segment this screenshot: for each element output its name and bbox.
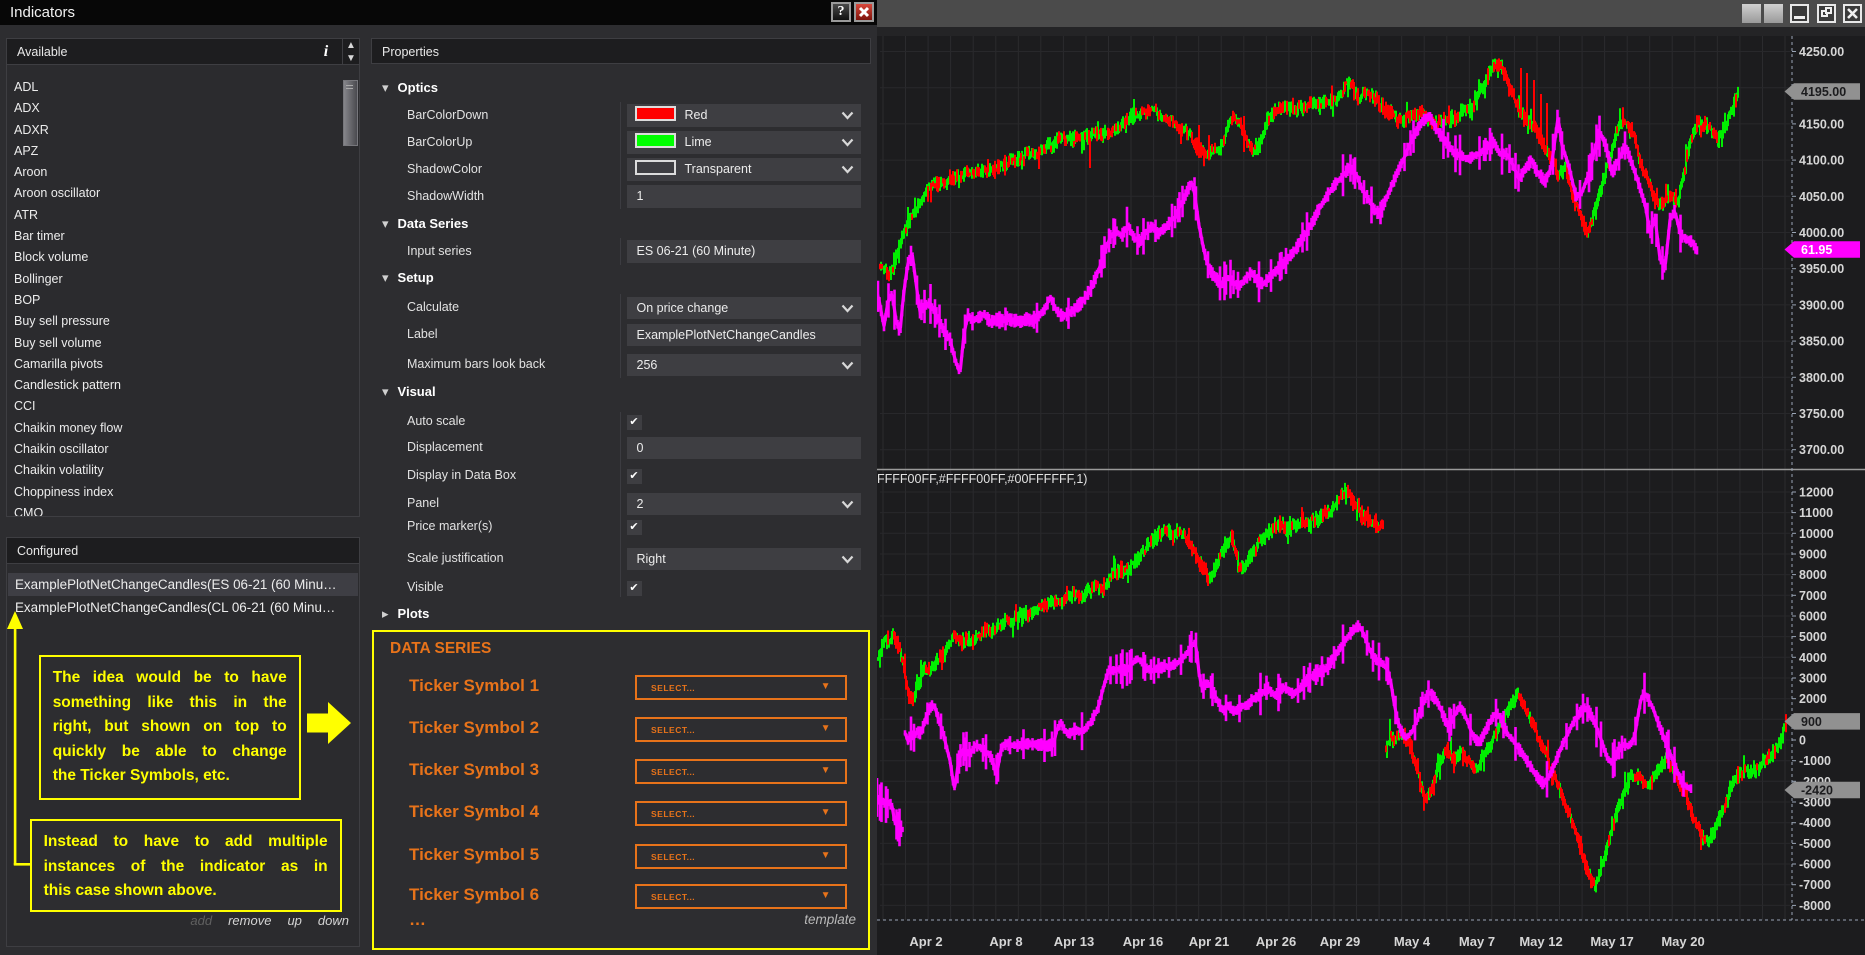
svg-text:3800.00: 3800.00	[1799, 371, 1844, 385]
svg-text:7000: 7000	[1799, 589, 1827, 603]
svg-text:-2420: -2420	[1801, 784, 1833, 798]
svg-text:5000: 5000	[1799, 630, 1827, 644]
svg-text:10000: 10000	[1799, 527, 1834, 541]
svg-text:12000: 12000	[1799, 486, 1834, 500]
svg-text:May 17: May 17	[1590, 934, 1633, 949]
svg-text:May 7: May 7	[1459, 934, 1495, 949]
svg-text:3750.00: 3750.00	[1799, 407, 1844, 421]
svg-text:4000.00: 4000.00	[1799, 226, 1844, 240]
svg-text:3700.00: 3700.00	[1799, 443, 1844, 457]
svg-text:May 4: May 4	[1394, 934, 1431, 949]
svg-text:-3000: -3000	[1799, 796, 1831, 810]
svg-text:-1000: -1000	[1799, 754, 1831, 768]
svg-text:4000: 4000	[1799, 651, 1827, 665]
svg-text:Apr 21: Apr 21	[1189, 934, 1229, 949]
svg-text:3950.00: 3950.00	[1799, 262, 1844, 276]
svg-text:0: 0	[1799, 734, 1806, 748]
svg-text:May 12: May 12	[1519, 934, 1562, 949]
svg-text:6000: 6000	[1799, 610, 1827, 624]
svg-text:8000: 8000	[1799, 568, 1827, 582]
svg-text:61.95: 61.95	[1801, 243, 1832, 257]
svg-text:Apr 26: Apr 26	[1256, 934, 1296, 949]
svg-text:3850.00: 3850.00	[1799, 335, 1844, 349]
svg-text:4195.00: 4195.00	[1801, 85, 1846, 99]
svg-text:-5000: -5000	[1799, 837, 1831, 851]
svg-text:4100.00: 4100.00	[1799, 154, 1844, 168]
svg-text:May 20: May 20	[1661, 934, 1704, 949]
svg-text:11000: 11000	[1799, 506, 1833, 520]
svg-text:900: 900	[1801, 715, 1822, 729]
svg-text:Apr 8: Apr 8	[989, 934, 1022, 949]
svg-text:2000: 2000	[1799, 692, 1827, 706]
svg-text:4050.00: 4050.00	[1799, 190, 1844, 204]
svg-text:3000: 3000	[1799, 672, 1827, 686]
svg-text:3900.00: 3900.00	[1799, 298, 1844, 312]
svg-text:-4000: -4000	[1799, 816, 1831, 830]
svg-text:Apr 13: Apr 13	[1054, 934, 1094, 949]
svg-text:9000: 9000	[1799, 548, 1827, 562]
svg-text:Apr 29: Apr 29	[1320, 934, 1360, 949]
svg-text:Apr 2: Apr 2	[909, 934, 942, 949]
svg-text:Apr 16: Apr 16	[1123, 934, 1163, 949]
svg-text:FFFF00FF,#FFFF00FF,#00FFFFFF,1: FFFF00FF,#FFFF00FF,#00FFFFFF,1)	[877, 472, 1087, 486]
svg-text:-6000: -6000	[1799, 858, 1831, 872]
svg-text:-8000: -8000	[1799, 899, 1831, 913]
svg-text:4250.00: 4250.00	[1799, 45, 1844, 59]
svg-text:-7000: -7000	[1799, 878, 1831, 892]
svg-text:4150.00: 4150.00	[1799, 117, 1844, 131]
